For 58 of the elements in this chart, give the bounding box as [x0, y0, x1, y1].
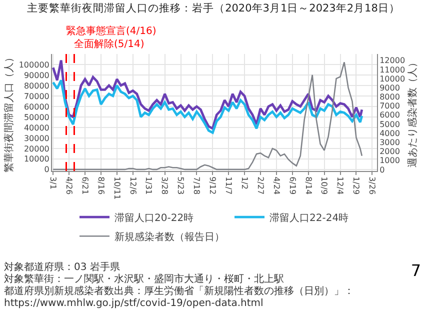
- legend-label: 滞留人口22-24時: [270, 212, 349, 224]
- ref-line-label: 全面解除(5/14): [74, 38, 144, 50]
- y2-tick-label: 7000: [380, 102, 400, 111]
- text: 7: [410, 261, 421, 280]
- y2-tick-label: 9000: [380, 83, 400, 92]
- x-tick-label: 8/16: [96, 176, 106, 195]
- x-tick-label: 3/1: [48, 176, 58, 190]
- legend-label: 新規感染者数（報告日）: [114, 230, 224, 243]
- y-tick-label: 90000: [24, 70, 50, 80]
- line-series: [52, 59, 364, 130]
- text: 対象繁華街：一ノ関駅・水沢駅・盛岡市大通り・桜町・北上駅: [4, 274, 284, 285]
- chart-title: 主要繁華街夜間滞留人口の推移：岩手（2020年3月1日～2023年2月18日）: [27, 1, 400, 14]
- y-tick-label: 20000: [24, 144, 50, 154]
- y-tick-label: 50000: [24, 112, 50, 122]
- ref-line-label: 緊急事態宣言(4/16): [66, 25, 156, 37]
- y2-axis-title: 週あたり感染者数（人）: [406, 58, 419, 168]
- x-tick-label: 1/29: [352, 176, 361, 195]
- x-tick-label: 6/19: [288, 176, 297, 195]
- y-tick-label: 80000: [24, 81, 50, 90]
- y-tick-label: 40000: [24, 123, 50, 132]
- y2-tick-label: 0: [380, 165, 385, 174]
- y-tick-label: 10000: [24, 154, 50, 164]
- x-tick-label: 12/6: [128, 176, 138, 195]
- x-tick-label: 11/7: [224, 176, 233, 195]
- x-tick-label: 10/11: [112, 176, 122, 200]
- x-tick-label: 10/9: [320, 176, 329, 195]
- x-tick-label: 2/27: [256, 176, 265, 195]
- x-tick-label: 4/24: [272, 176, 281, 195]
- y-tick-label: 100000: [18, 60, 50, 70]
- x-tick-label: 3/28: [160, 176, 170, 195]
- x-tick-label: 5/23: [176, 176, 186, 195]
- y2-tick-label: 11000: [380, 65, 406, 74]
- x-tick-label: 9/12: [208, 176, 218, 195]
- y2-tick-label: 5000: [380, 120, 400, 129]
- x-tick-label: 12/4: [336, 176, 345, 195]
- x-tick-label: 1/2: [240, 176, 249, 190]
- line-series: [52, 79, 364, 134]
- y2-tick-label: 8000: [380, 92, 400, 102]
- x-tick-label: 4/26: [64, 176, 74, 195]
- y2-tick-label: 12000: [380, 56, 406, 66]
- y2-tick-label: 1000: [380, 156, 400, 166]
- y-tick-label: 60000: [24, 102, 50, 112]
- x-tick-label: 6/21: [80, 176, 90, 195]
- y-axis-title: 繁華街夜間滞留人口（人）: [2, 52, 15, 172]
- x-tick-label: 7/18: [192, 176, 202, 195]
- x-tick-label: 3/26: [368, 176, 377, 195]
- y2-tick-label: 3000: [380, 138, 400, 147]
- y2-tick-label: 2000: [380, 147, 400, 156]
- y2-tick-label: 10000: [380, 74, 406, 84]
- legend-label: 滞留人口20-22時: [114, 212, 194, 224]
- y-tick-label: 0: [44, 165, 50, 174]
- y-tick-label: 30000: [24, 134, 50, 143]
- y2-tick-label: 4000: [380, 128, 400, 138]
- text: 都道府県別新規感染者数出典：厚生労働省「新規陽性者数の推移（日別）」：https://www.mhlw.go.jp/stf/covid-19/open-data.html: [4, 286, 355, 310]
- x-tick-label: 1/31: [144, 176, 154, 195]
- y-tick-label: 70000: [24, 92, 50, 101]
- y2-tick-label: 6000: [380, 110, 400, 120]
- x-tick-label: 8/14: [304, 176, 313, 195]
